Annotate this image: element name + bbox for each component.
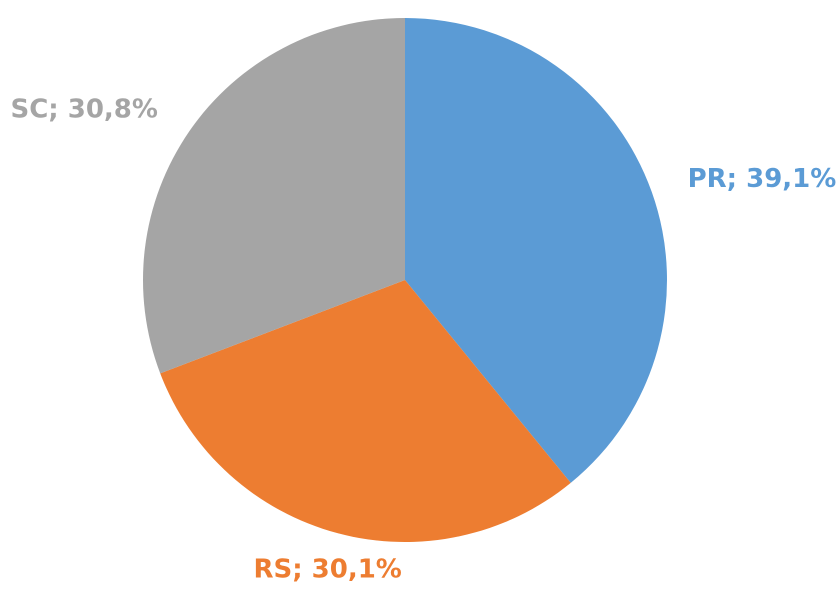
pie-slice [142, 18, 405, 374]
pie-slice [160, 280, 571, 542]
data-label: RS; 30,1% [253, 554, 401, 584]
data-label: PR; 39,1% [688, 164, 837, 194]
pie-slice [405, 18, 667, 483]
data-label: SC; 30,8% [10, 94, 157, 124]
